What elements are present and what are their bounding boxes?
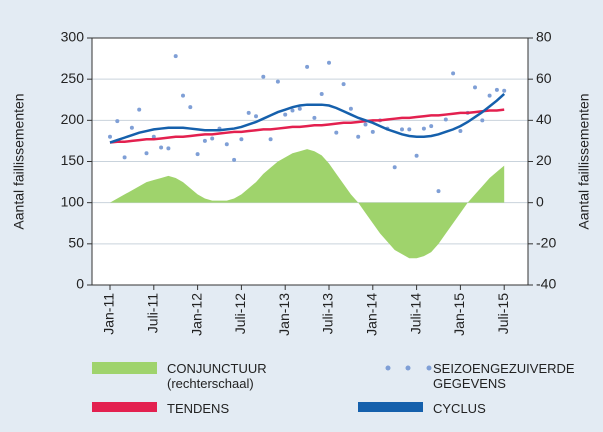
- dot: [392, 165, 397, 170]
- line: [109, 108, 505, 144]
- dot: [451, 71, 456, 76]
- dot: [319, 91, 324, 96]
- legend-label: SEIZOENGEZUIVERDE GEGEVENS: [433, 361, 575, 391]
- y2-tick-label: 20: [536, 152, 552, 168]
- dot: [137, 107, 142, 112]
- x-tick-label: Jan-14: [364, 293, 380, 336]
- dot: [305, 64, 310, 69]
- y-tick-label: 200: [61, 111, 85, 127]
- dot: [370, 129, 375, 134]
- conjunctuur-area: [110, 149, 505, 259]
- y2-tick-label: 40: [536, 111, 552, 127]
- legend-label: CYCLUS: [433, 401, 486, 416]
- dot: [188, 105, 193, 110]
- dot: [181, 93, 185, 98]
- plot-border: [91, 37, 529, 286]
- dot: [239, 137, 244, 142]
- y2-tick-label: 0: [536, 193, 544, 209]
- x-tick-label: Juli-15: [495, 293, 511, 334]
- y-tick-label: 100: [61, 193, 85, 209]
- dot: [473, 85, 477, 90]
- dot: [414, 153, 419, 158]
- legend-dot: [426, 365, 432, 371]
- dot: [341, 82, 346, 87]
- dot: [443, 117, 448, 122]
- dot: [348, 106, 353, 111]
- dot: [151, 134, 156, 139]
- dot: [421, 126, 426, 131]
- legend-label: CONJUNCTUUR (rechterschaal): [167, 361, 267, 391]
- dot: [224, 142, 229, 147]
- y2-tick-label: 60: [536, 70, 552, 86]
- dot: [400, 127, 404, 132]
- dot: [436, 189, 441, 194]
- legend-dot: [405, 365, 411, 371]
- dot: [363, 122, 368, 127]
- dot: [487, 93, 492, 98]
- y-tick-label: 250: [61, 70, 85, 86]
- dot: [429, 124, 434, 129]
- line: [109, 93, 506, 144]
- dot: [268, 137, 273, 142]
- x-tick-label: Juli-14: [407, 293, 423, 334]
- dot: [246, 110, 251, 115]
- dot: [261, 74, 266, 79]
- legend-label: TENDENS: [167, 401, 230, 416]
- legend-swatch: [92, 402, 157, 412]
- dot: [166, 146, 171, 151]
- dot: [334, 130, 339, 135]
- y-tick-label: 0: [76, 276, 84, 292]
- dot: [173, 54, 178, 59]
- dot: [202, 138, 207, 143]
- dot: [144, 151, 149, 156]
- y-tick-label: 300: [61, 29, 85, 45]
- x-tick-label: Jan-13: [276, 293, 292, 336]
- x-tick-label: Jan-11: [101, 293, 117, 335]
- x-tick-label: Juli-13: [320, 293, 336, 334]
- legend-swatch: [92, 362, 157, 374]
- dot: [356, 134, 361, 139]
- y-axis-title: Aantal faillissementen: [11, 93, 27, 229]
- dot: [458, 129, 463, 134]
- dot: [283, 112, 288, 117]
- dot: [195, 152, 200, 157]
- y2-axis-title: Aantal faillissementen: [576, 93, 592, 229]
- dot: [297, 106, 302, 111]
- dot: [254, 114, 258, 119]
- dot: [122, 155, 127, 160]
- dot: [327, 60, 331, 65]
- y-tick-label: 150: [61, 152, 85, 168]
- x-tick-label: Juli-12: [232, 293, 248, 334]
- dot: [115, 119, 120, 124]
- dot: [275, 79, 280, 84]
- x-tick-label: Jan-15: [451, 293, 467, 336]
- legend-dot: [385, 365, 391, 371]
- dot: [290, 108, 295, 113]
- dot: [232, 157, 237, 162]
- legend-swatch: [358, 402, 423, 412]
- dot: [312, 115, 317, 120]
- y2-tick-label: -40: [536, 276, 556, 292]
- dot: [494, 87, 499, 92]
- y2-tick-label: 80: [536, 29, 552, 45]
- dot: [159, 145, 164, 150]
- dot: [480, 118, 485, 123]
- y-tick-label: 50: [68, 235, 84, 251]
- dot: [407, 127, 412, 132]
- dot: [108, 134, 112, 139]
- x-tick-label: Juli-11: [145, 293, 161, 333]
- dot: [210, 136, 215, 141]
- x-tick-label: Jan-12: [188, 293, 204, 336]
- y2-tick-label: -20: [536, 235, 556, 251]
- dot: [129, 125, 134, 130]
- dot: [502, 88, 507, 93]
